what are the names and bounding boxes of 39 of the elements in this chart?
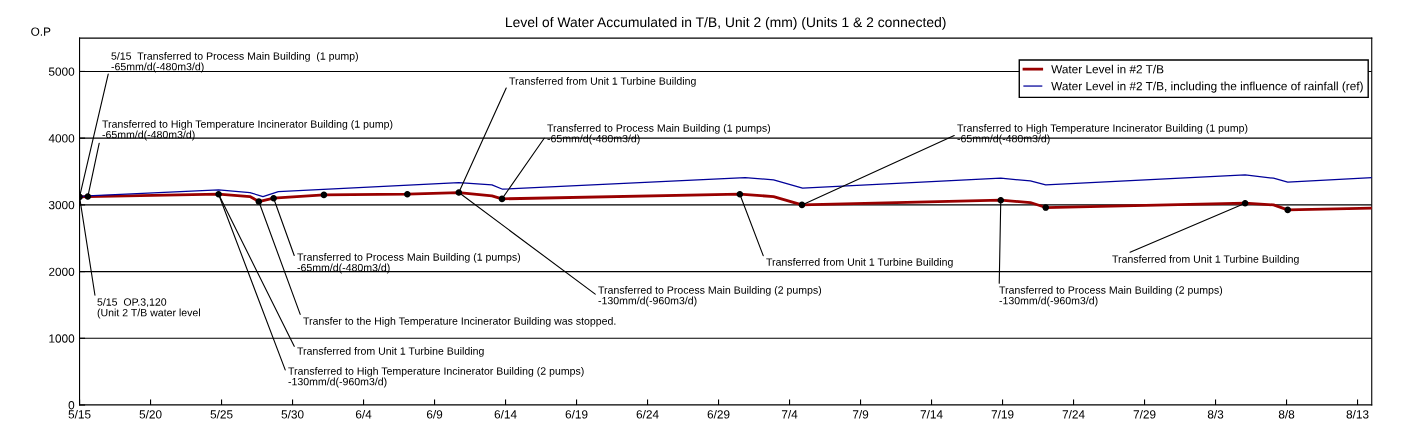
x-tick-label: 7/4 [781,409,798,419]
annotation: Transferred from Unit 1 Turbine Building [509,77,696,87]
x-tick-label: 5/20 [139,409,162,419]
x-tick-label: 5/25 [210,409,233,419]
annotation: 5/15 OP.3,120 (Unit 2 T/B water level [97,298,200,319]
annotation: Transferred to Process Main Building (2 pumps) -130mm/d(-960m3/d) [598,286,822,307]
x-tick-label: 7/14 [920,409,943,419]
x-tick-label: 5/15 [68,409,91,419]
x-tick-label: 5/30 [281,409,304,419]
y-tick-label: 1000 [49,334,75,343]
x-tick-label: 7/24 [1062,409,1085,419]
x-tick-label: 8/3 [1207,409,1224,419]
annotation: Transferred from Unit 1 Turbine Building [766,258,953,268]
x-tick-label: 6/9 [426,409,443,419]
annotation: Transferred from Unit 1 Turbine Building [1112,255,1299,265]
annotation: Transfer to the High Temperature Incinerator Building was stopped. [303,317,616,327]
y-tick-label: 3000 [48,200,75,210]
x-tick-label: 8/13 [1346,409,1369,419]
x-tick-label: 7/29 [1133,409,1156,419]
x-tick-label: 7/19 [991,409,1014,419]
legend-label: Water Level in #2 T/B, including the influence of rainfall (ref) [1051,81,1363,93]
y-tick-label: 0 [68,401,75,410]
x-tick-label: 6/4 [355,409,372,419]
y-axis-title: O.P [31,27,51,36]
x-tick-label: 6/19 [565,409,588,419]
annotation: Transferred to Process Main Building (2 pumps) -130mm/d(-960m3/d) [999,286,1223,307]
y-tick-label: 4000 [48,134,75,143]
legend-label: Water Level in #2 T/B [1051,64,1164,74]
x-tick-label: 8/8 [1278,409,1295,419]
annotation: 5/15 Transferred to Process Main Building (1 pump) -65mm/d(-480m3/d) [111,52,358,73]
x-tick-label: 6/29 [707,409,730,419]
x-tick-label: 6/14 [494,409,517,419]
y-tick-label: 5000 [48,67,75,76]
x-tick-label: 6/24 [636,409,659,419]
annotation: Transferred to High Temperature Incinerator Building (2 pumps) -130mm/d(-960m3/d) [288,367,584,388]
annotation: Transferred from Unit 1 Turbine Building [297,347,484,357]
y-tick-label: 2000 [49,267,75,276]
x-tick-label: 7/9 [852,409,869,419]
chart-title: Level of Water Accumulated in T/B, Unit 2 (mm) (Units 1 & 2 connected) [506,16,946,30]
